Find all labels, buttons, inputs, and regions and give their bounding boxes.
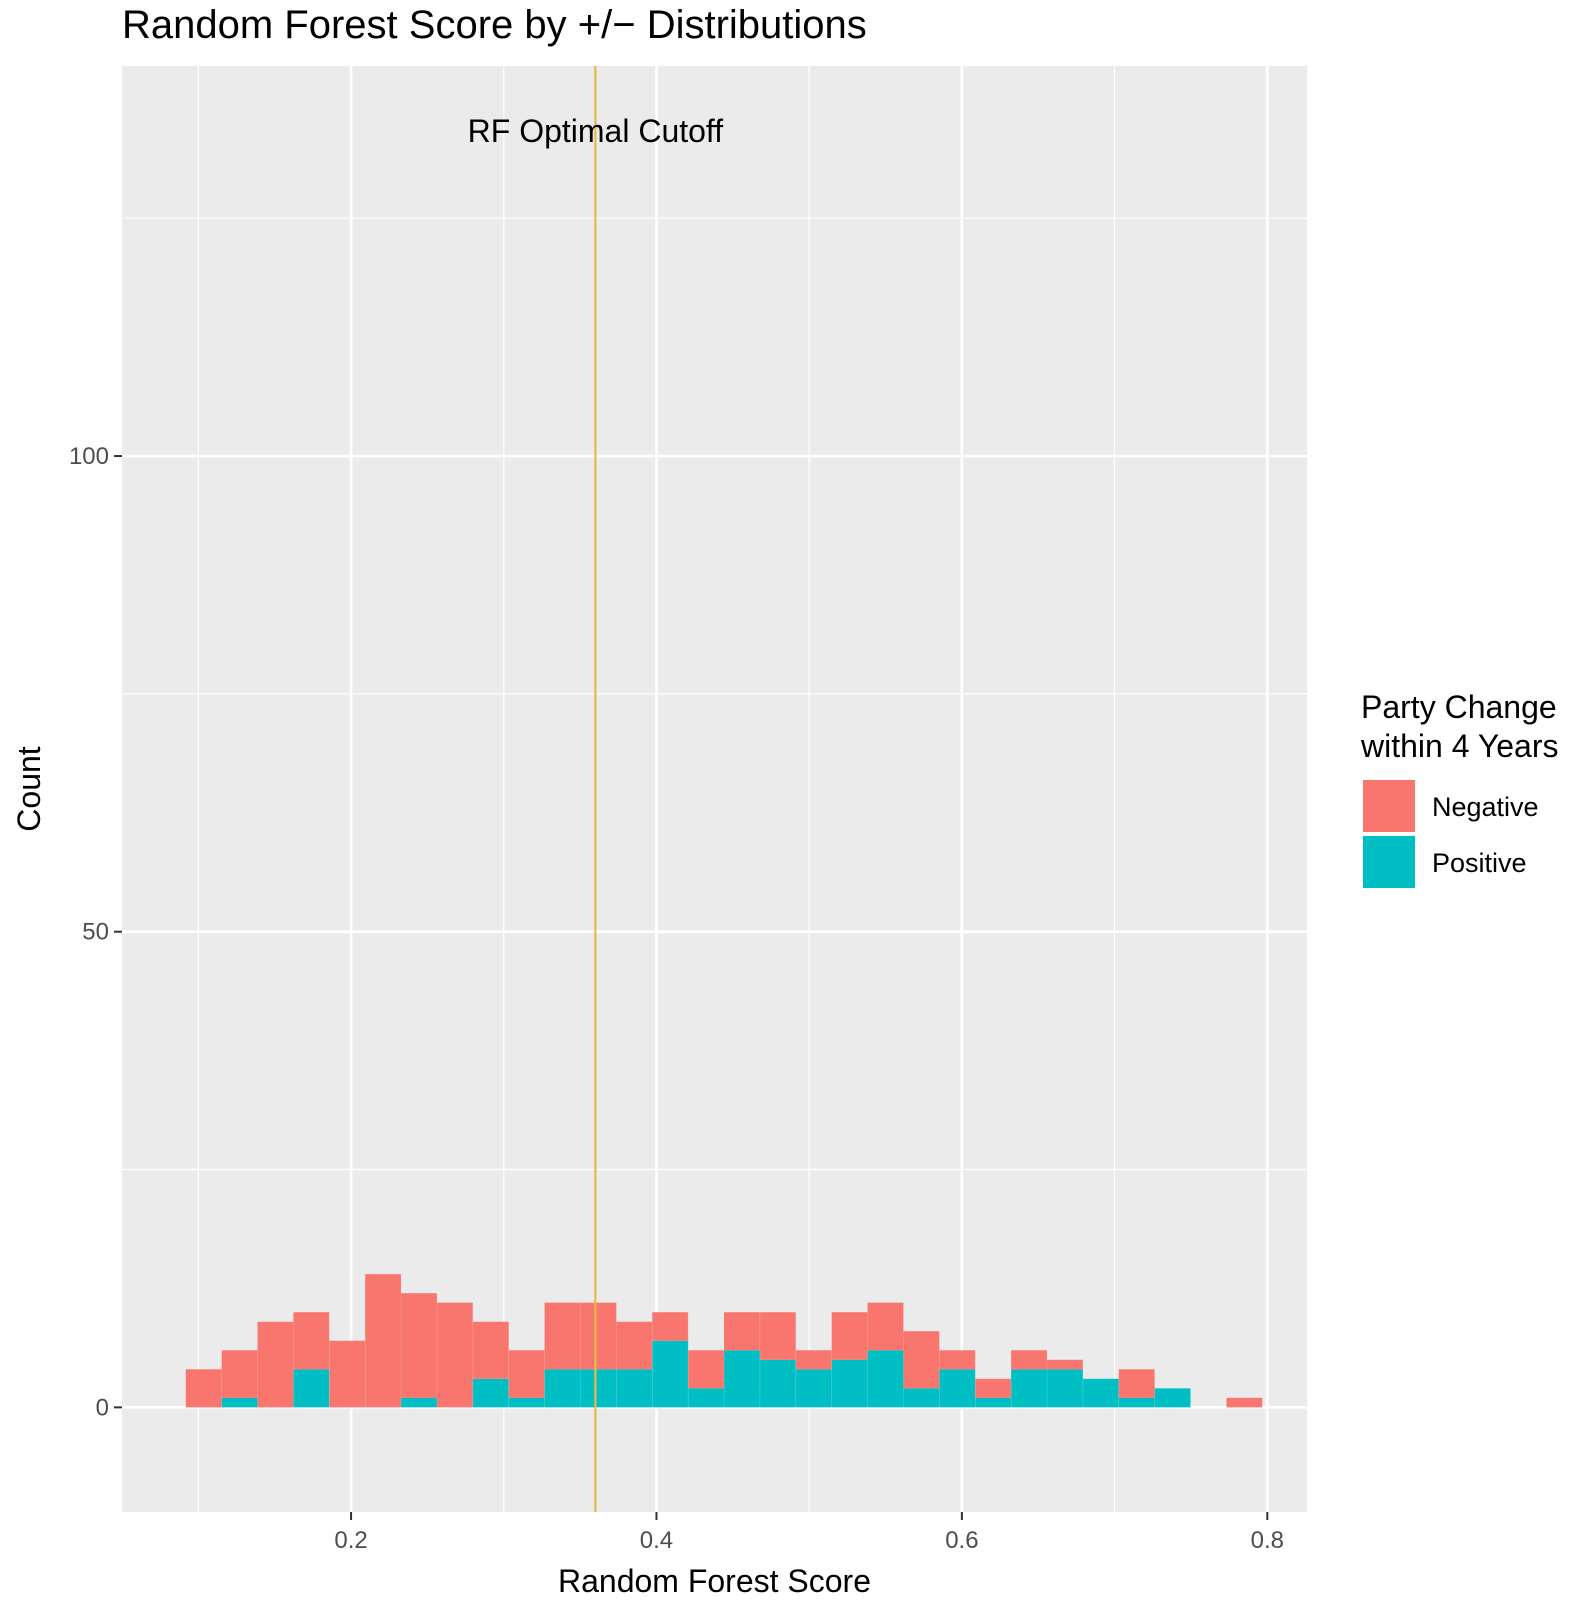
bar-negative [401,1293,437,1398]
bar-positive [221,1397,258,1408]
bar-negative [1226,1397,1263,1408]
legend-label-negative: Negative [1432,792,1539,822]
histogram-bars [185,1274,1263,1408]
bar-positive [1082,1378,1119,1408]
bar-positive [903,1388,940,1408]
x-axis-title: Random Forest Score [558,1563,871,1599]
bar-positive [401,1397,437,1408]
bar-positive [580,1369,617,1408]
bar-negative [293,1312,330,1370]
bar-positive [472,1378,509,1408]
bar-negative [903,1331,940,1389]
bar-positive [616,1369,653,1408]
bar-negative [795,1350,832,1370]
chart-title: Random Forest Score by +/− Distributions [122,3,867,47]
cutoff-label: RF Optimal Cutoff [468,113,724,149]
bar-negative [831,1312,868,1360]
bar-negative [1047,1359,1083,1370]
bar-negative [1118,1369,1155,1398]
bar-negative [688,1350,725,1389]
y-tick-label: 50 [82,919,109,946]
y-tick-label: 100 [69,443,109,470]
x-tick-label: 0.6 [945,1527,978,1554]
bar-positive [1011,1369,1048,1408]
bar-positive [831,1359,868,1408]
legend-label-positive: Positive [1432,848,1527,878]
bar-negative [939,1350,976,1370]
bar-negative [508,1350,545,1398]
bar-negative [724,1312,760,1351]
bar-negative [616,1321,653,1370]
bar-positive [1047,1369,1083,1408]
bar-negative [436,1302,473,1408]
bar-negative [1011,1350,1048,1370]
bar-positive [544,1369,581,1408]
y-axis-title: Count [11,746,47,832]
bar-positive [1154,1388,1191,1408]
y-tick-label: 0 [96,1394,109,1421]
bar-positive [759,1359,796,1408]
legend-title-line-1: Party Change [1361,689,1557,725]
bar-positive [293,1369,330,1408]
bar-negative [221,1350,258,1398]
bar-negative [652,1312,689,1341]
bar-negative [580,1302,617,1370]
bar-positive [1118,1397,1155,1408]
bar-negative [365,1274,402,1408]
legend: Party Change within 4 Years Negative Pos… [1360,689,1558,888]
bar-negative [867,1302,904,1351]
bar-negative [759,1312,796,1360]
bar-negative [544,1302,581,1370]
bar-negative [472,1321,509,1379]
bar-positive [652,1340,689,1408]
legend-key-negative [1363,780,1415,832]
bar-negative [329,1340,366,1408]
bar-positive [795,1369,832,1408]
bar-positive [508,1397,545,1408]
legend-title-line-2: within 4 Years [1360,728,1558,764]
axes: 0 50 100 0.2 0.4 0.6 0.8 [69,443,1284,1554]
bar-negative [257,1321,294,1408]
bar-positive [724,1350,760,1408]
bar-positive [688,1388,725,1408]
gridlines [122,66,1307,1512]
bar-positive [867,1350,904,1408]
legend-key-positive [1363,836,1415,888]
x-tick-label: 0.4 [640,1527,673,1554]
bar-positive [975,1397,1012,1408]
bar-positive [939,1369,976,1408]
x-tick-label: 0.8 [1251,1527,1284,1554]
reference-line-group: RF Optimal Cutoff [468,66,724,1512]
plot-panel [122,66,1307,1512]
x-tick-label: 0.2 [334,1527,367,1554]
bar-negative [975,1378,1012,1398]
bar-negative [185,1369,222,1408]
